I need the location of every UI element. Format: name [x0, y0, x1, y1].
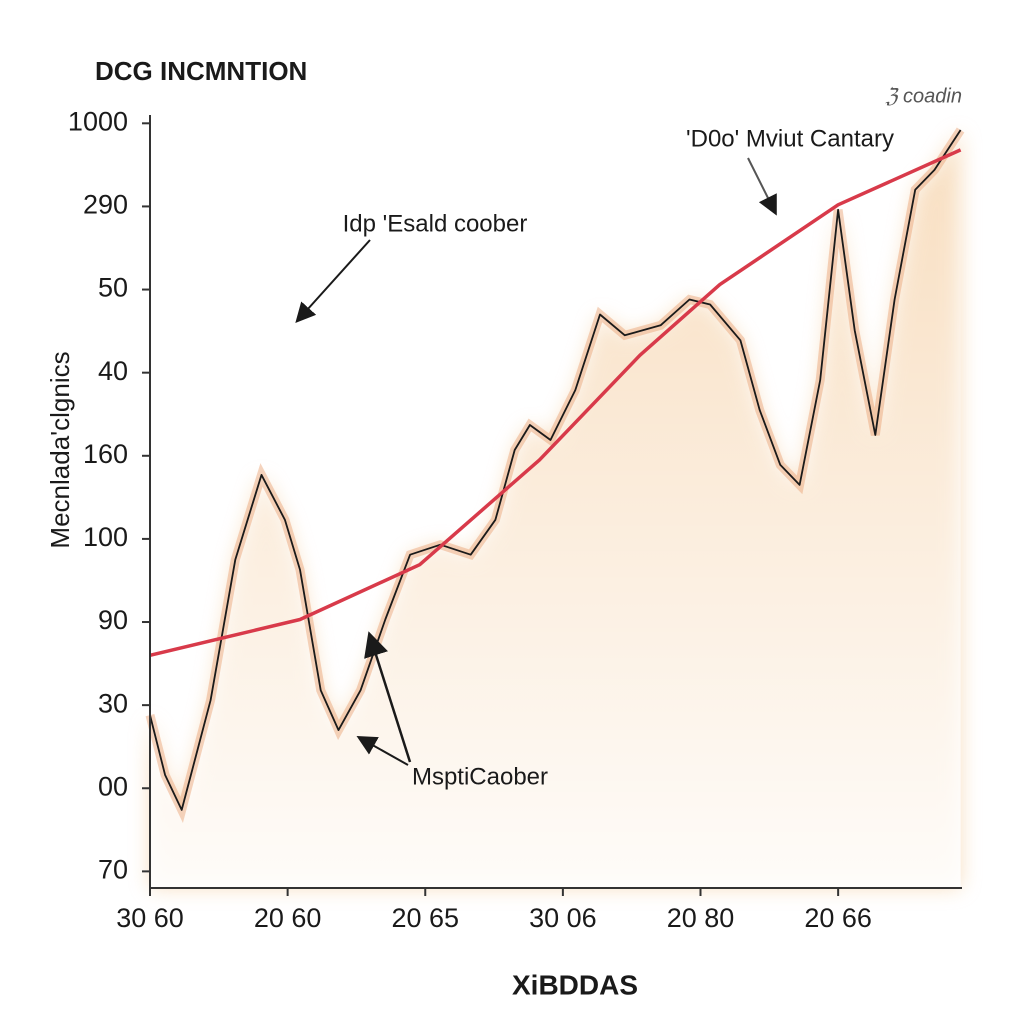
y-tick-label: 90: [98, 605, 128, 635]
y-tick-label: 50: [98, 273, 128, 303]
annotation: Idp 'Esald coober: [343, 210, 528, 237]
y-tick-label: 160: [83, 439, 128, 469]
x-axis-label: XiBDDAS: [512, 969, 638, 1000]
area-fade: [150, 130, 961, 888]
plot-area: [145, 127, 965, 888]
y-axis-label: Mecnlada'clgnics: [45, 351, 75, 548]
y-tick-label: 40: [98, 356, 128, 386]
x-tick-label: 30 60: [116, 903, 184, 933]
annotation: MsptiCaober: [412, 763, 548, 790]
x-tick-label: 20 80: [667, 903, 735, 933]
y-tick-label: 1000: [68, 106, 128, 136]
chart-subtitle: ℨ coadin: [885, 85, 962, 107]
x-tick-label: 30 06: [529, 903, 597, 933]
y-tick-label: 30: [98, 688, 128, 718]
y-tick-label: 00: [98, 771, 128, 801]
annotation: 'D0o' Mviut Cantary: [686, 125, 894, 152]
annotation-arrow: [747, 157, 777, 216]
line: [149, 148, 962, 658]
line: [149, 129, 962, 811]
chart-title: DCG INCMNTION: [95, 56, 307, 86]
annotation-arrow: [364, 631, 412, 763]
x-tick-label: 20 60: [254, 903, 322, 933]
x-tick-label: 20 65: [391, 903, 459, 933]
annotation-arrow: [356, 736, 409, 766]
y-tick-label: 70: [98, 855, 128, 885]
y-tick-label: 290: [83, 190, 128, 220]
x-tick-label: 20 66: [804, 903, 872, 933]
annotation-arrow: [295, 239, 371, 323]
y-tick-label: 100: [83, 522, 128, 552]
